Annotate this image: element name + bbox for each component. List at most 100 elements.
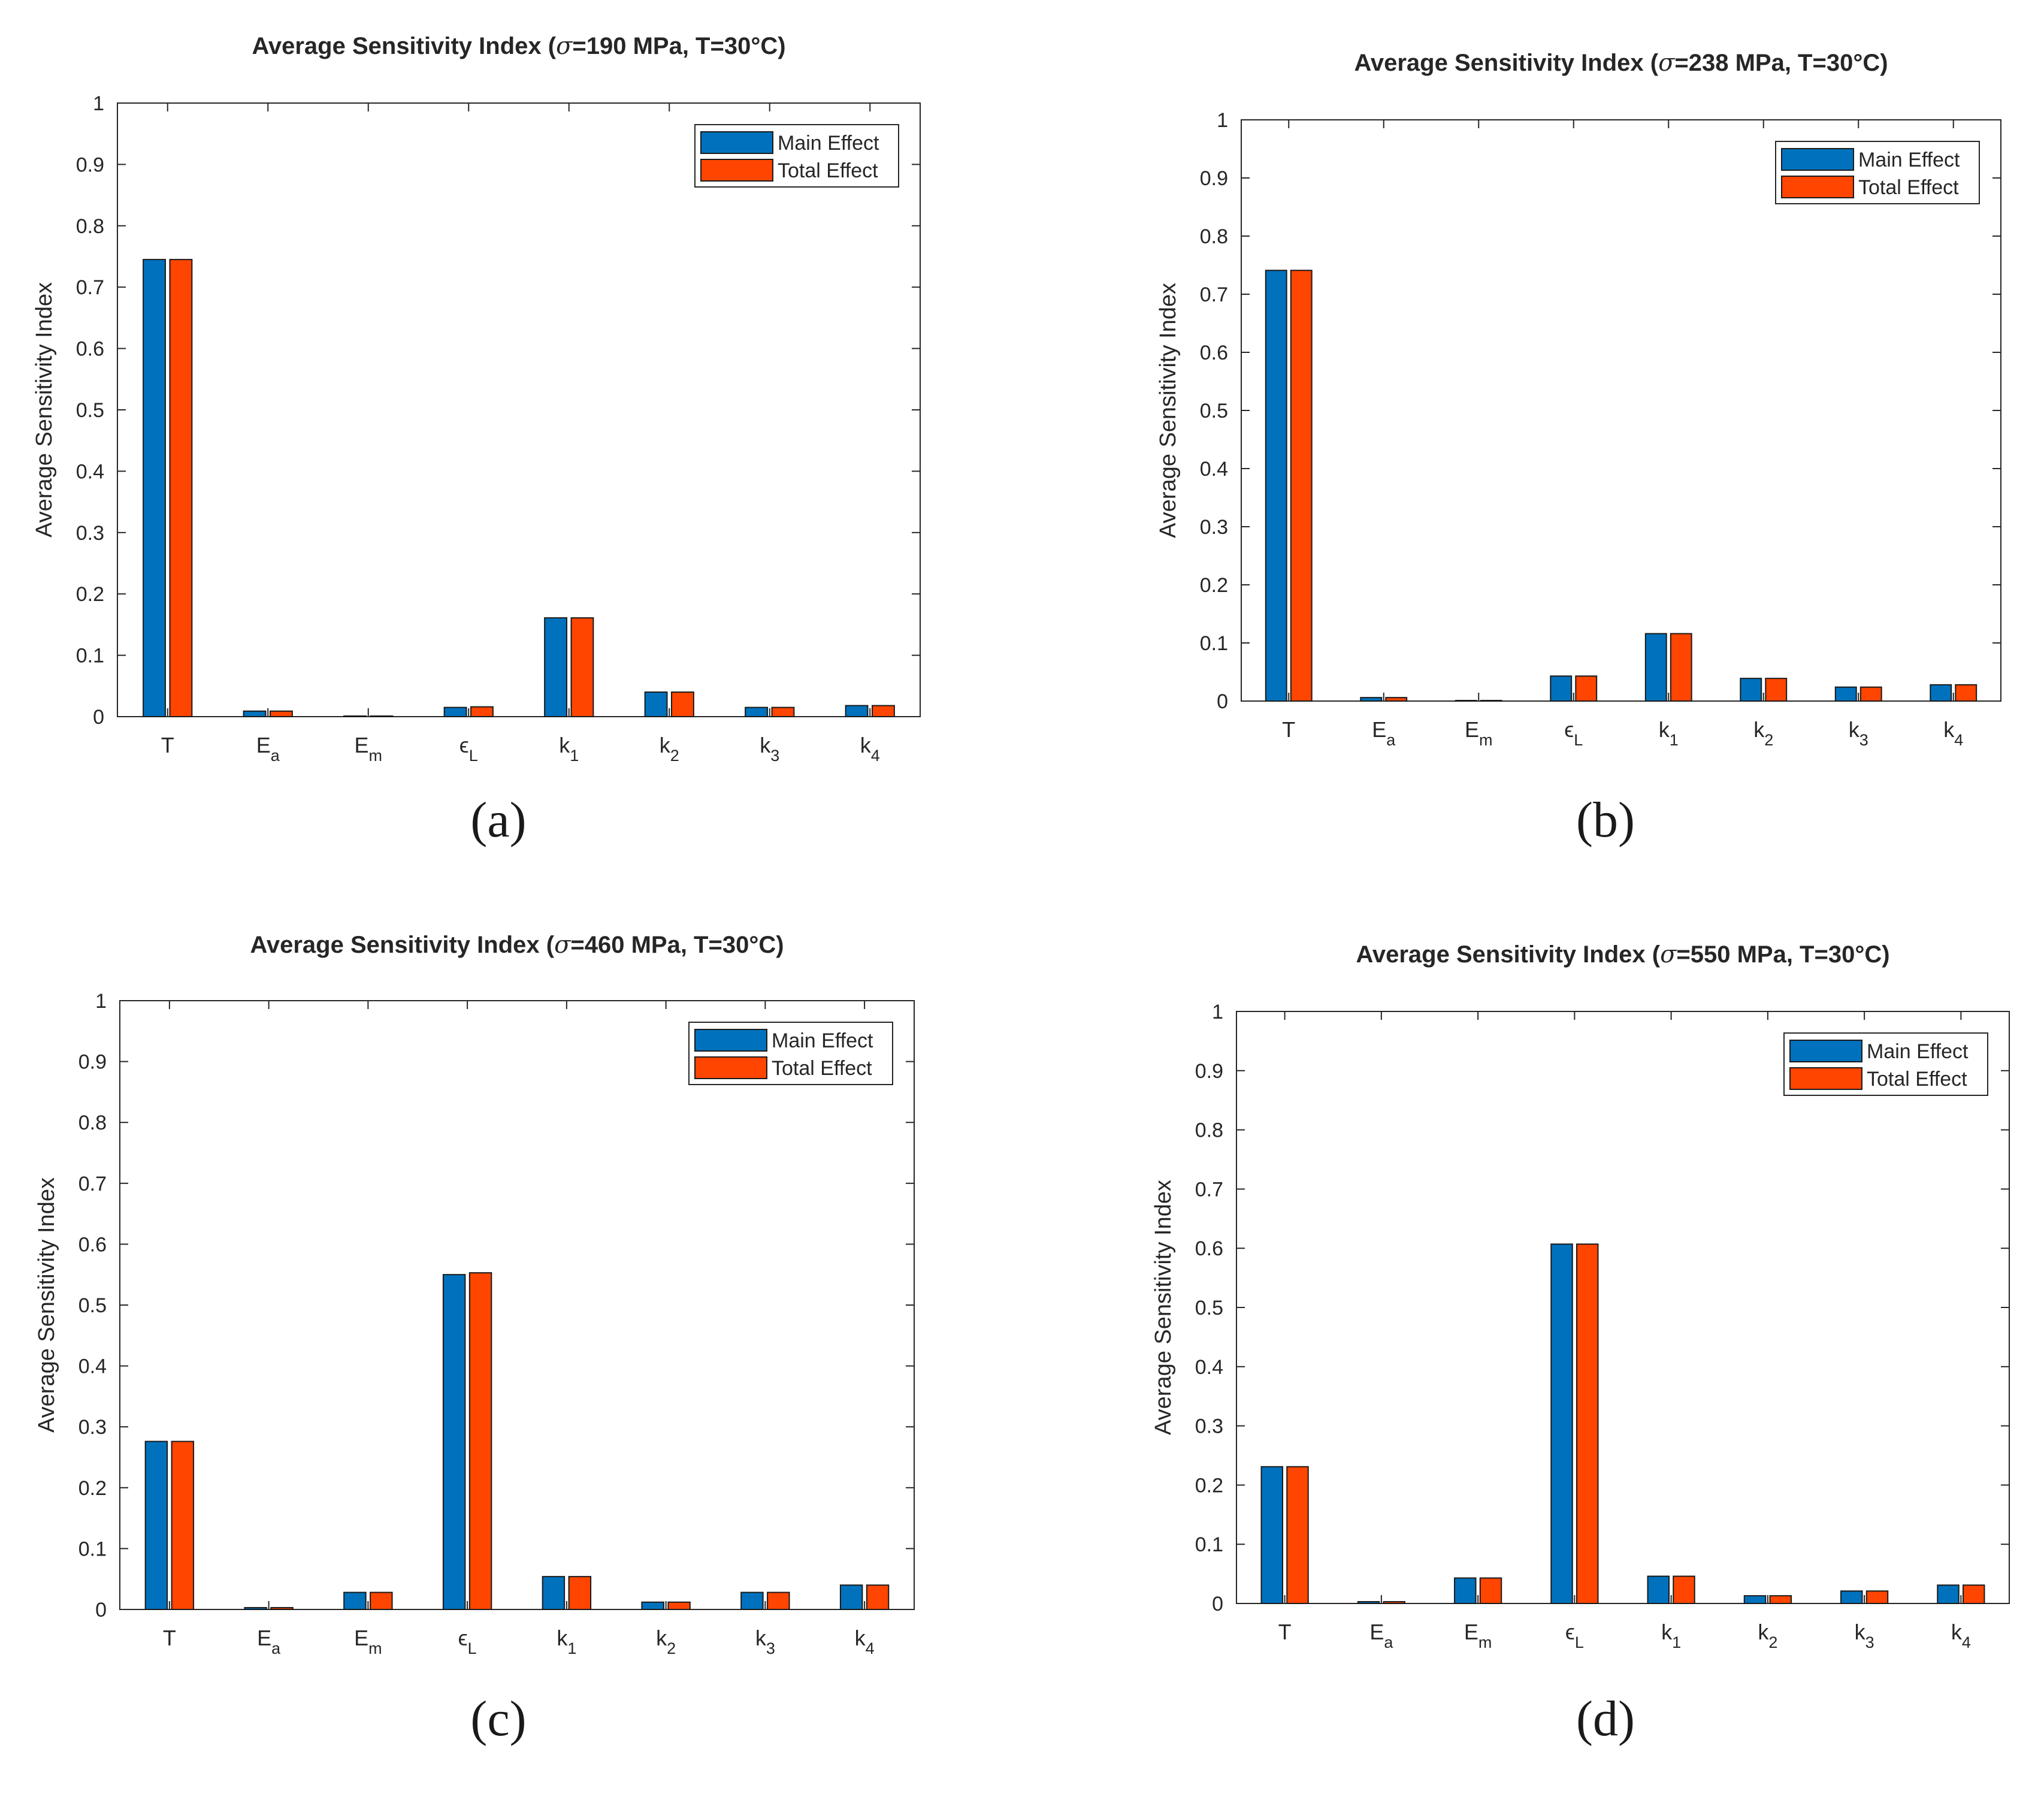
bar-total-effect [1385,697,1408,702]
y-tick-label: 0.7 [1195,1178,1223,1201]
x-tick-label: k4 [860,733,880,765]
y-tick-label: 0 [93,706,104,729]
y-tick-label: 0.9 [1195,1060,1223,1083]
bar-main-effect [641,1601,664,1611]
bar-main-effect [143,259,166,717]
bar-total-effect [270,1606,294,1610]
y-tick-label: 0.6 [1195,1237,1223,1260]
bar-total-effect [1290,270,1313,702]
x-tick-label: k4 [855,1626,875,1657]
legend-swatch [1781,148,1854,171]
legend-swatch [1789,1067,1862,1090]
legend-label: Total Effect [772,1057,872,1080]
bar-main-effect [644,691,668,718]
y-tick-label: 0.2 [76,583,104,606]
bar-main-effect [1260,1466,1283,1604]
bar-total-effect [468,1272,492,1611]
y-tick-label: 1 [95,990,107,1013]
bar-total-effect [671,691,694,718]
x-tick-label: T [163,1626,176,1650]
x-tick-label: k1 [1659,717,1679,749]
bar-main-effect [1360,697,1383,702]
x-tick-label: Em [1464,1620,1492,1651]
y-tick-label: 0.9 [78,1051,107,1074]
x-tick-label: Ea [1369,1620,1393,1651]
y-tick-label: 1 [93,92,104,115]
legend-label: Total Effect [1858,176,1959,199]
y-tick-label: 0.4 [1195,1356,1223,1379]
x-tick-label: T [161,733,174,757]
plot-area [1236,1011,2010,1604]
x-tick-label: k1 [1661,1620,1681,1651]
legend-label: Total Effect [778,159,878,182]
y-axis-label: Average Sensitivity Index [32,282,57,537]
bar-main-effect [343,1591,367,1611]
bar-total-effect [1480,700,1502,702]
y-tick-label: 0.2 [1200,574,1228,597]
x-tick-label: ϵL [459,733,478,765]
bar-main-effect [1840,1590,1863,1604]
bar-total-effect [370,715,394,717]
bar-main-effect [442,1274,466,1610]
x-tick-label: T [1278,1620,1292,1644]
chart-title: Average Sensitivity Index (σ=238 MPa, T=… [1354,49,1888,77]
y-tick-label: 0.3 [76,522,104,545]
bar-total-effect [1963,1584,1985,1605]
bar-total-effect [1670,633,1692,702]
y-tick-label: 0.6 [78,1233,107,1256]
legend-label: Main Effect [778,132,879,155]
x-tick-label: k2 [656,1626,676,1657]
legend-label: Main Effect [1858,149,1960,171]
y-tick-label: 0.1 [78,1538,107,1560]
bar-main-effect [1550,675,1573,702]
x-tick-label: Ea [256,733,280,765]
bar-main-effect [1644,633,1667,702]
y-tick-label: 0.3 [1200,516,1228,539]
x-tick-label: k3 [1855,1620,1874,1651]
bar-main-effect [845,705,869,717]
bar-total-effect [1479,1577,1502,1605]
y-tick-label: 0.6 [1200,342,1228,364]
y-tick-label: 0.7 [1200,283,1228,306]
bar-total-effect [1673,1575,1695,1604]
y-axis-label: Average Sensitivity Index [1151,1180,1176,1435]
bar-total-effect [1575,675,1598,702]
bar-total-effect [270,710,293,718]
y-tick-label: 0 [1212,1593,1223,1615]
bar-main-effect [1647,1575,1670,1604]
y-tick-label: 0.3 [78,1416,107,1439]
bar-main-effect [1550,1243,1573,1604]
x-tick-label: k3 [755,1626,775,1657]
bar-total-effect [470,706,494,717]
y-tick-label: 0.5 [1195,1297,1223,1319]
bar-total-effect [767,1591,790,1611]
bar-total-effect [1955,684,1978,702]
y-tick-label: 0.5 [1200,400,1228,422]
y-tick-label: 0.4 [76,460,104,483]
x-tick-label: Em [354,733,382,765]
x-tick-label: Ea [257,1626,281,1657]
y-tick-label: 0.8 [1195,1119,1223,1142]
y-tick-label: 0.3 [1195,1415,1223,1438]
bar-main-effect [144,1440,168,1610]
bar-main-effect [1265,270,1287,702]
legend-swatch [694,1029,767,1052]
bar-main-effect [1455,700,1477,702]
bar-main-effect [1357,1601,1380,1604]
bar-total-effect [1769,1595,1792,1605]
x-tick-label: ϵL [1565,1620,1584,1651]
y-tick-label: 0.1 [76,645,104,668]
bar-main-effect [544,617,567,717]
bar-total-effect [171,1440,195,1610]
x-tick-label: k1 [557,1626,576,1657]
y-tick-label: 0.2 [78,1477,107,1500]
x-tick-label: k3 [1849,717,1868,749]
bar-main-effect [1743,1595,1767,1605]
bar-total-effect [570,617,594,717]
bar-main-effect [1834,686,1857,702]
y-tick-label: 0.5 [78,1294,107,1317]
x-tick-label: ϵL [1564,717,1583,749]
